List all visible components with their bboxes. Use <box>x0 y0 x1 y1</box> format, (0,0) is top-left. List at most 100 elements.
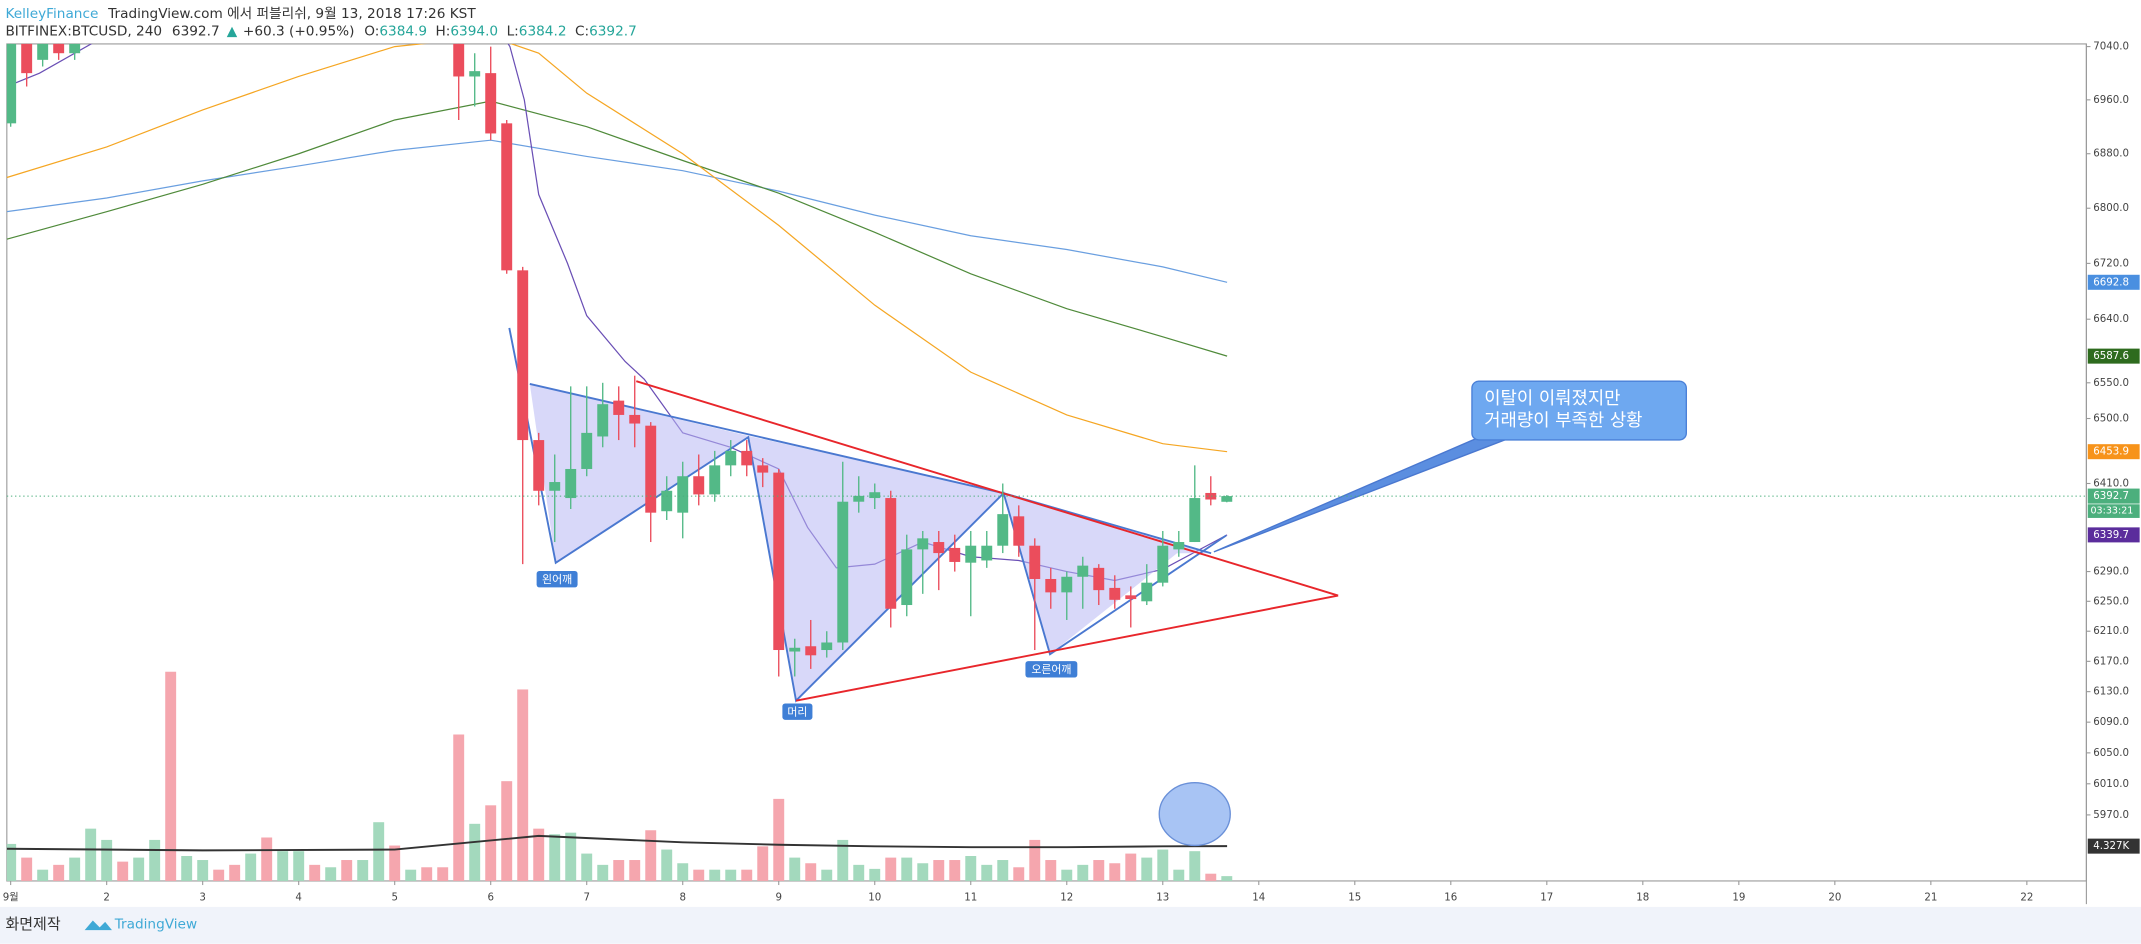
x-tick-label: 14 <box>1252 891 1265 903</box>
volume-bar <box>1093 860 1105 881</box>
candle-body <box>741 450 753 466</box>
volume-bar <box>693 869 705 881</box>
candle-body <box>581 432 593 469</box>
x-tick-label: 11 <box>964 891 977 903</box>
candle-body <box>565 468 577 499</box>
ohlc-label: O: <box>364 24 379 40</box>
pattern-drawing <box>508 327 1339 703</box>
candle-body <box>69 43 81 54</box>
candle-body <box>901 549 913 606</box>
candle-body <box>677 476 689 513</box>
y-tick-label: 6880.0 <box>2093 148 2129 160</box>
x-tick-label: 2 <box>103 891 110 903</box>
ohlc-label: C: <box>575 24 589 40</box>
volume-bar <box>245 853 257 881</box>
volume-bar <box>869 868 881 881</box>
volume-bar <box>853 864 865 881</box>
candle-body <box>821 642 833 651</box>
volume-bar <box>629 860 641 881</box>
volume-bar <box>101 839 113 881</box>
candle-body <box>517 270 529 441</box>
volume-bar <box>1045 860 1057 881</box>
x-tick-label: 20 <box>1828 891 1841 903</box>
footer-bar <box>0 906 2141 944</box>
y-tick-label: 6640.0 <box>2093 313 2129 325</box>
volume-bar <box>1061 869 1073 881</box>
y-tick-label: 7040.0 <box>2093 41 2129 53</box>
x-tick-label: 7 <box>583 891 590 903</box>
volume-bar <box>933 860 945 881</box>
x-tick-label: 4 <box>295 891 302 903</box>
candle-body <box>6 43 17 124</box>
volume-bar <box>357 860 369 881</box>
volume-bar <box>805 863 817 881</box>
volume-bar <box>821 869 833 881</box>
ohlc-value: 6384.9 <box>379 24 427 40</box>
x-tick-label: 6 <box>487 891 494 903</box>
candle-body <box>773 472 785 651</box>
volume-bar <box>965 856 977 881</box>
volume-bar <box>901 857 913 881</box>
volume-bar <box>165 671 177 881</box>
candle-body <box>1221 496 1233 502</box>
candle-body <box>885 498 897 609</box>
volume-bar <box>661 849 673 881</box>
candle-body <box>501 123 513 271</box>
pattern-label: 오른어깨 <box>1031 663 1071 676</box>
volume-bar <box>149 839 161 881</box>
candle-body <box>1077 565 1089 577</box>
candle-body <box>757 465 769 473</box>
volume-bar <box>1157 849 1169 881</box>
volume-bar <box>197 860 209 881</box>
candle-body <box>1029 545 1041 579</box>
x-tick-label: 10 <box>868 891 881 903</box>
volume-badge <box>2087 838 2140 854</box>
candle-body <box>789 647 801 652</box>
published: TradingView.com 에서 퍼블리쉬, 9월 13, 2018 17:… <box>107 6 476 22</box>
candle-body <box>725 450 737 466</box>
volume-bar <box>757 846 769 881</box>
y-tick-label: 6960.0 <box>2093 94 2129 106</box>
candle-body <box>613 400 625 415</box>
volume-bar <box>85 828 97 881</box>
volume-bar <box>469 823 481 881</box>
x-tick-label: 18 <box>1636 891 1649 903</box>
candle-body <box>53 43 65 54</box>
candle-body <box>1141 582 1153 602</box>
candle-body <box>1189 498 1201 543</box>
x-tick-label: 19 <box>1732 891 1745 903</box>
price-badge-label: 6392.7 <box>2093 490 2129 502</box>
volume-layer <box>6 671 1233 881</box>
y-tick-label: 6010.0 <box>2093 778 2129 790</box>
price-badge <box>2087 274 2140 290</box>
volume-bar <box>325 867 337 881</box>
candle-body <box>853 495 865 502</box>
x-tick-label: 5 <box>391 891 398 903</box>
indicator-line <box>6 100 1228 357</box>
x-tick-label: 3 <box>199 891 206 903</box>
volume-bar <box>213 869 225 881</box>
volume-bar <box>309 864 321 881</box>
candle-body <box>1061 576 1073 593</box>
candle-body <box>1125 595 1137 600</box>
volume-bar <box>293 851 305 881</box>
x-tick-label: 12 <box>1060 891 1073 903</box>
volume-bar <box>53 864 65 881</box>
label-box <box>1025 661 1078 678</box>
y-tick-label: 6170.0 <box>2093 655 2129 667</box>
label-box <box>536 570 578 588</box>
candle-body <box>1157 545 1169 583</box>
candle-body <box>533 440 545 491</box>
y-tick-label: 6550.0 <box>2093 377 2129 389</box>
price-badge <box>2087 527 2140 543</box>
x-tick-label: 16 <box>1444 891 1457 903</box>
y-tick-label: 6500.0 <box>2093 413 2129 425</box>
volume-bar <box>229 864 241 881</box>
last-price: 6392.7 <box>172 24 220 40</box>
price-badge-label: 6692.8 <box>2093 276 2129 288</box>
volume-bar <box>517 689 529 881</box>
candle-body <box>709 465 721 495</box>
volume-bar <box>21 857 33 881</box>
